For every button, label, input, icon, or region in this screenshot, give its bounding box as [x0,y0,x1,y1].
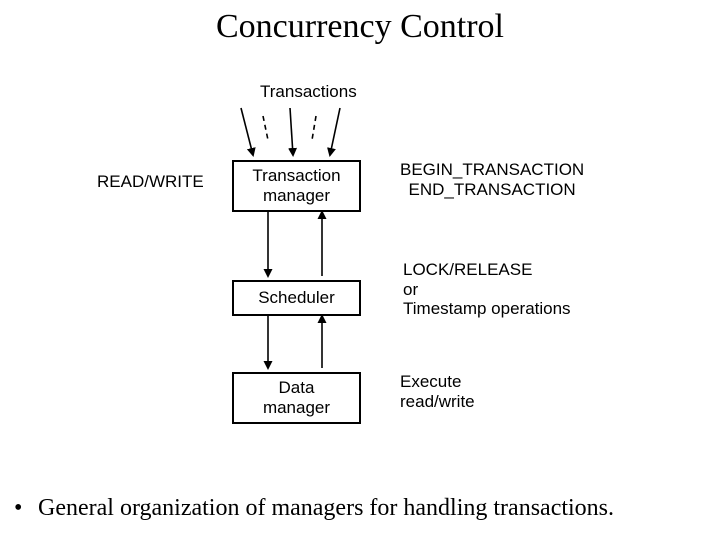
scheduler-box-label: Scheduler [258,288,335,308]
data-manager-box-label: Data manager [263,378,330,417]
transaction-manager-box-label: Transaction manager [252,166,340,205]
diagram-arrows [0,0,720,540]
begin-end-label: BEGIN_TRANSACTION END_TRANSACTION [400,160,584,199]
execute-rw-label: Execute read/write [400,372,475,411]
bullet-text: General organization of managers for han… [38,495,614,521]
read-write-label: READ/WRITE [97,172,204,192]
transactions-label: Transactions [260,82,357,102]
bullet-dot: • [14,495,38,522]
data-manager-box: Data manager [232,372,361,424]
lock-release-label: LOCK/RELEASE or Timestamp operations [403,260,571,319]
bullet-line: •General organization of managers for ha… [14,495,614,522]
transaction-manager-box: Transaction manager [232,160,361,212]
scheduler-box: Scheduler [232,280,361,316]
